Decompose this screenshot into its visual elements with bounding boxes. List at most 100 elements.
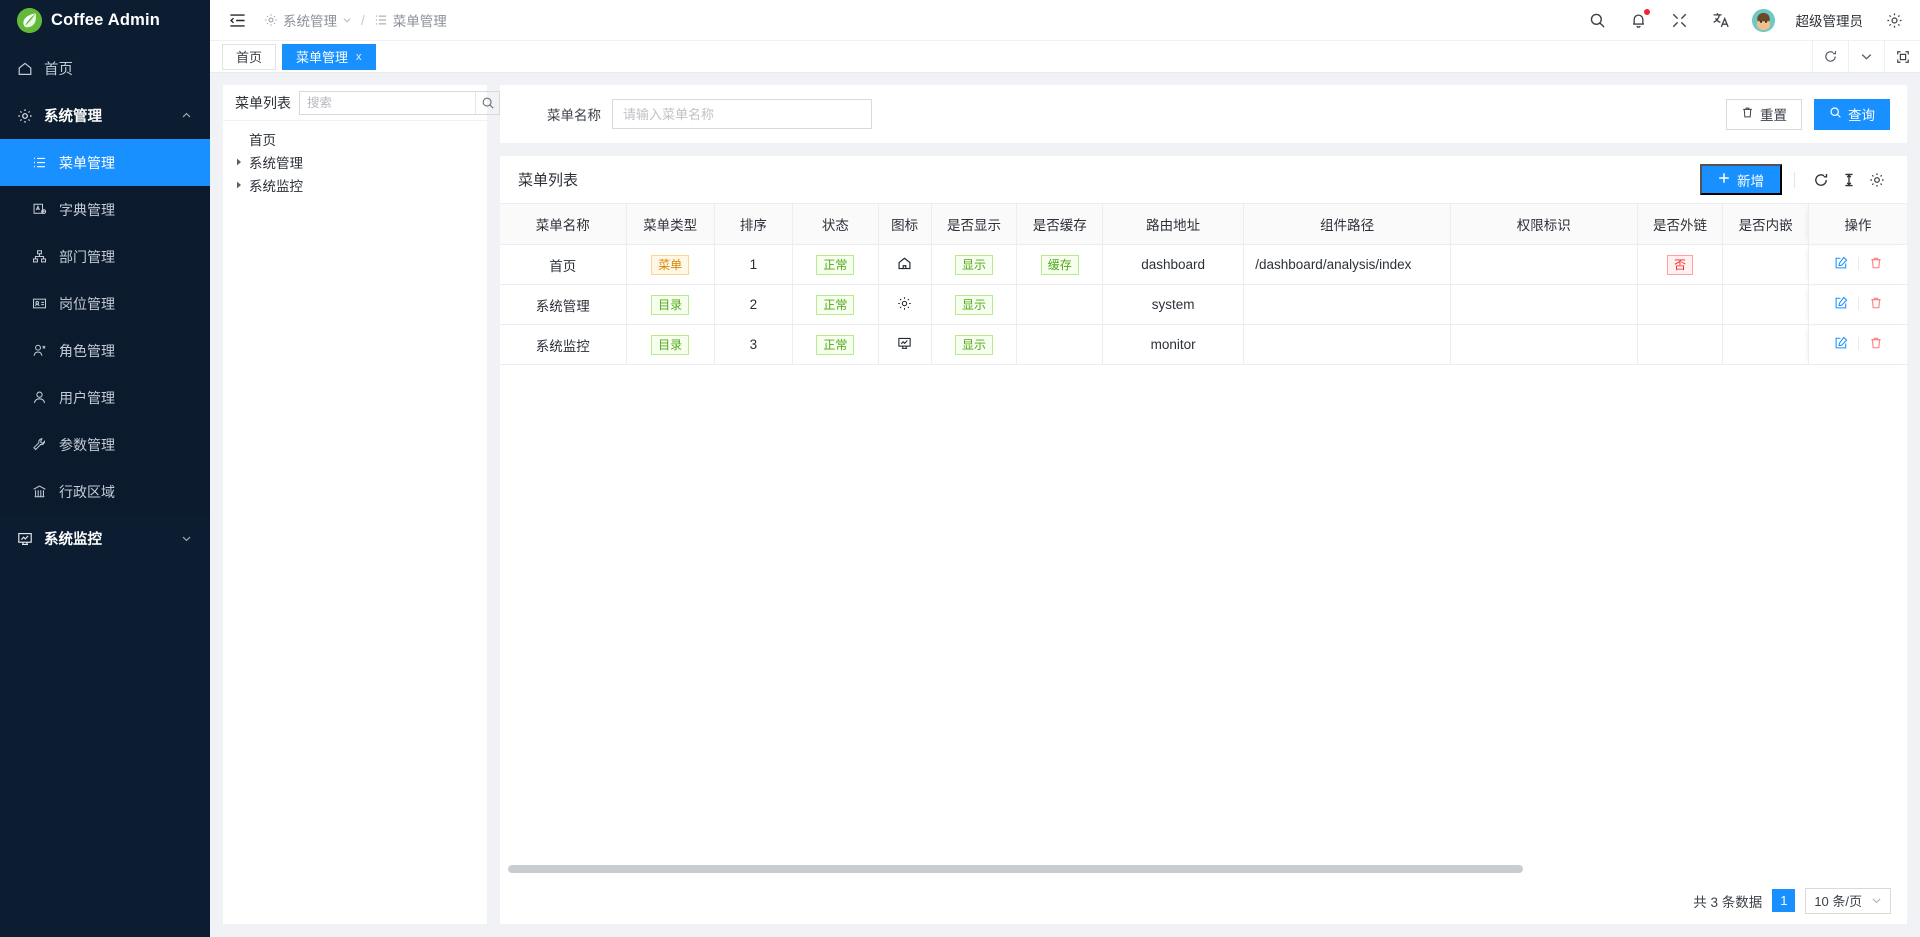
add-button[interactable]: 新增 [1700,164,1782,195]
sidebar-item-user-management[interactable]: 用户管理 [0,374,210,421]
table-row[interactable]: 首页 菜单 1 正常 显示 [500,244,1907,285]
cell-route: dashboard [1102,244,1245,285]
trash-icon[interactable] [1863,296,1889,310]
menu-tree-body: 首页 系统管理 系统监控 [223,121,487,196]
search-icon[interactable] [475,91,499,114]
cell-component [1243,284,1452,325]
cell-permission [1450,244,1638,285]
tree-node[interactable]: 系统监控 [223,173,487,196]
sidebar-item-parameter-management[interactable]: 参数管理 [0,421,210,468]
tree-node-label: 首页 [249,132,276,148]
search-icon[interactable] [1588,10,1608,30]
col-menu-type[interactable]: 菜单类型 [626,203,715,245]
edit-icon[interactable] [1828,296,1854,310]
col-cache[interactable]: 是否缓存 [1016,203,1104,245]
sidebar-item-department-management[interactable]: 部门管理 [0,233,210,280]
trash-icon[interactable] [1863,336,1889,350]
col-menu-name[interactable]: 菜单名称 [500,203,627,245]
tree-node-label: 系统监控 [249,178,303,194]
sidebar-item-system-management[interactable]: 系统管理 [0,92,210,139]
cell-menu-name: 首页 [500,244,627,285]
sidebar-item-menu-management[interactable]: 菜单管理 [0,139,210,186]
fullscreen-frame-icon[interactable] [1884,40,1920,73]
horizontal-scrollbar-thumb[interactable] [508,865,1524,873]
type-tag: 目录 [651,334,690,355]
id-card-icon [31,295,48,312]
bell-icon[interactable] [1629,9,1650,30]
edit-icon[interactable] [1828,256,1854,270]
menu-list-icon [31,154,48,171]
tab-menu-management[interactable]: 菜单管理 x [282,43,376,70]
sidebar-item-label: 首页 [44,62,73,78]
cell-component: /dashboard/analysis/index [1243,244,1452,285]
col-component[interactable]: 组件路径 [1243,203,1452,245]
cell-icon [878,284,932,325]
col-embed[interactable]: 是否内嵌 [1722,203,1810,245]
sidebar-item-dictionary-management[interactable]: 字典管理 [0,186,210,233]
menu-fold-icon[interactable] [226,9,248,31]
breadcrumb-item-menu-management[interactable]: 菜单管理 [374,10,447,30]
sidebar-item-label: 系统管理 [44,109,102,125]
external-tag: 否 [1666,254,1693,275]
sidebar-item-home[interactable]: 首页 [0,45,210,92]
col-icon[interactable]: 图标 [878,203,932,245]
sidebar-item-label: 角色管理 [59,342,115,359]
cell-embed [1722,324,1810,365]
menu-tree-title: 菜单列表 [235,94,291,111]
notification-badge [1643,9,1650,15]
refresh-icon[interactable] [1807,166,1835,194]
reset-button[interactable]: 重置 [1726,98,1802,130]
table-row[interactable]: 系统监控 目录 3 正常 [500,324,1907,365]
table-scroll-region[interactable]: 菜单名称 菜单类型 排序 状态 图标 是否显示 是否缓存 路由地址 组件路径 [500,203,1907,861]
col-order[interactable]: 排序 [714,203,793,245]
status-badge: 正常 [816,294,855,315]
row-height-icon[interactable] [1835,166,1863,194]
close-icon[interactable]: x [356,50,362,63]
chevron-down-icon[interactable] [342,15,352,25]
col-visible[interactable]: 是否显示 [931,203,1018,245]
col-status[interactable]: 状态 [792,203,879,245]
user-name[interactable]: 超级管理员 [1795,14,1864,29]
chevron-down-icon[interactable] [181,533,192,544]
table-toolbar: 新增 [1700,164,1891,195]
table-header-row: 菜单名称 菜单类型 排序 状态 图标 是否显示 是否缓存 路由地址 组件路径 [500,203,1907,245]
sidebar-item-role-management[interactable]: 角色管理 [0,327,210,374]
sidebar-item-administrative-region[interactable]: 行政区域 [0,468,210,515]
total-count: 共 3 条数据 [1693,894,1763,910]
fullscreen-icon[interactable] [1670,10,1690,30]
avatar[interactable] [1751,8,1775,32]
gear-icon[interactable] [1884,10,1904,30]
page-number-1[interactable]: 1 [1772,889,1796,912]
table-row[interactable]: 系统管理 目录 2 正常 [500,284,1907,325]
status-badge: 正常 [816,254,855,275]
breadcrumb-item-system-management[interactable]: 系统管理 [264,10,352,30]
sidebar-item-label: 用户管理 [59,389,115,406]
edit-icon[interactable] [1828,336,1854,350]
tree-node[interactable]: 首页 [223,127,487,150]
chevron-up-icon[interactable] [181,110,192,121]
chevron-down-icon[interactable] [1848,40,1884,73]
search-input[interactable] [300,91,475,114]
col-permission[interactable]: 权限标识 [1450,203,1638,245]
sidebar-item-position-management[interactable]: 岗位管理 [0,280,210,327]
page-size-select[interactable]: 10 条/页 [1805,887,1891,914]
menu-tree-search[interactable] [299,90,500,115]
query-button[interactable]: 查询 [1814,98,1890,130]
reset-label: 重置 [1760,108,1787,123]
trash-icon[interactable] [1863,256,1889,270]
cell-permission [1450,324,1638,365]
caret-right-icon[interactable] [231,181,247,189]
cell-icon [878,244,932,285]
translate-icon[interactable] [1711,10,1731,30]
tree-node[interactable]: 系统管理 [223,150,487,173]
gear-icon[interactable] [1863,166,1891,194]
refresh-icon[interactable] [1812,40,1848,73]
col-external[interactable]: 是否外链 [1637,203,1724,245]
logo[interactable]: Coffee Admin [0,0,210,41]
caret-right-icon[interactable] [231,158,247,166]
col-route[interactable]: 路由地址 [1102,203,1245,245]
menu-name-input[interactable] [612,99,872,129]
horizontal-scrollbar-track[interactable] [500,861,1907,877]
sidebar-item-system-monitor[interactable]: 系统监控 [0,515,210,562]
tab-home[interactable]: 首页 [222,43,277,70]
